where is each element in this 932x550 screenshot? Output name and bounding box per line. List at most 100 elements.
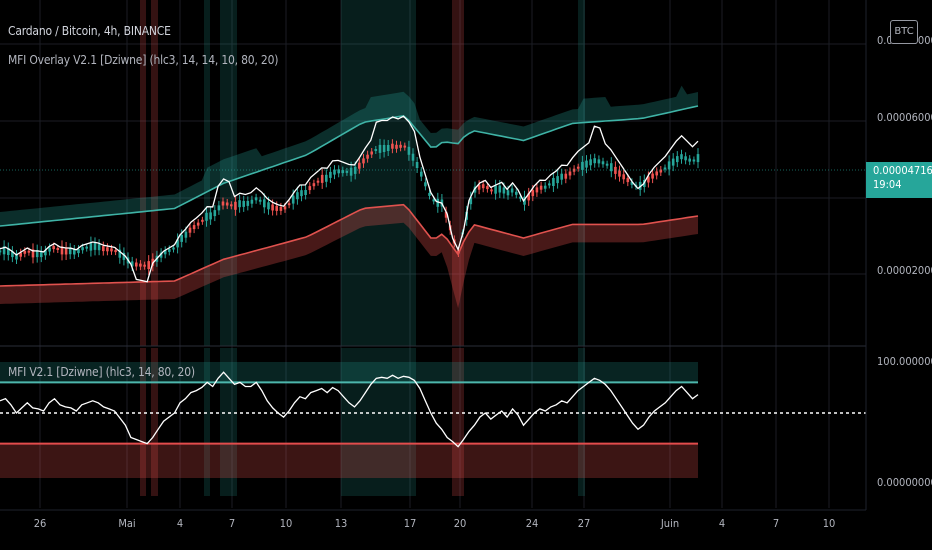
signal-zone	[204, 348, 210, 496]
candle-body	[696, 154, 700, 163]
candle-body	[147, 261, 150, 270]
signal-zone	[341, 0, 416, 346]
candle-body	[68, 248, 72, 255]
candle-body	[407, 146, 411, 155]
time-label: 7	[773, 517, 779, 530]
candle-body	[114, 250, 117, 253]
price-scale[interactable]: 0.00008000 0.00006000 0.00002000 100.000…	[865, 0, 932, 510]
candle-body	[395, 144, 398, 149]
candle-body	[510, 188, 514, 193]
candle-body	[73, 249, 76, 255]
time-label: 17	[404, 517, 417, 530]
candle-body	[180, 234, 183, 242]
candle-body	[374, 149, 378, 151]
price-grid	[0, 0, 866, 508]
candle-body	[502, 187, 506, 194]
price-label: 0.00002000	[877, 264, 932, 277]
candle-body	[2, 246, 6, 255]
mfi-scale-label: 100.00000000	[877, 355, 932, 368]
candle-body	[349, 167, 353, 176]
candle-body	[556, 176, 559, 184]
candle-body	[15, 254, 18, 260]
candle-body	[31, 249, 35, 258]
overlay-indicator-legend[interactable]: MFI Overlay V2.1 [Dziwne] (hlc3, 14, 14,…	[8, 53, 279, 67]
candle-body	[56, 248, 60, 250]
mfi-pane[interactable]	[0, 348, 866, 496]
time-label: 26	[34, 517, 47, 530]
signal-zone	[452, 348, 464, 496]
candle-body	[605, 163, 609, 166]
candle-body	[601, 161, 605, 165]
candle-body	[515, 191, 518, 195]
candle-body	[519, 196, 522, 199]
candle-body	[527, 193, 530, 201]
candle-body	[568, 171, 572, 176]
candle-body	[560, 173, 563, 180]
candle-body	[597, 159, 601, 164]
signal-zone	[140, 0, 146, 346]
symbol-legend[interactable]: Cardano / Bitcoin, 4h, BINANCE	[8, 24, 171, 38]
candle-body	[420, 171, 423, 177]
candle-body	[168, 248, 171, 252]
candle-body	[391, 143, 394, 149]
candle-body	[209, 212, 212, 220]
signal-zone	[151, 0, 158, 346]
candle-body	[263, 199, 266, 208]
candle-body	[275, 205, 278, 211]
price-pane[interactable]	[0, 0, 866, 508]
candle-body	[692, 159, 696, 162]
time-label: 13	[335, 517, 348, 530]
candle-body	[688, 158, 691, 162]
candle-body	[316, 180, 320, 183]
candle-body	[7, 248, 10, 255]
candle-body	[671, 158, 675, 166]
candle-body	[473, 186, 477, 193]
mfi-indicator-legend[interactable]: MFI V2.1 [Dziwne] (hlc3, 14, 80, 20)	[8, 365, 195, 379]
mfi-signal-zones	[140, 348, 585, 496]
candle-body	[680, 154, 683, 160]
candle-body	[85, 246, 88, 249]
candle-body	[576, 166, 580, 169]
candle-body	[415, 162, 419, 168]
candle-body	[217, 205, 221, 211]
candle-body	[225, 202, 229, 206]
candle-body	[122, 252, 126, 260]
signal-zone	[204, 0, 210, 346]
candle-body	[184, 231, 188, 238]
time-axis[interactable]: 26 Mai 4 7 10 13 17 20 24 27 Juin 4 7 10	[0, 509, 866, 530]
candle-body	[626, 178, 630, 183]
candle-body	[172, 247, 175, 250]
candle-body	[89, 242, 93, 251]
lower-band-cloud	[0, 204, 698, 309]
candle-body	[618, 170, 621, 177]
candle-body	[436, 198, 440, 207]
candle-body	[19, 252, 22, 257]
candle-body	[531, 190, 535, 197]
candle-body	[250, 199, 254, 204]
candle-body	[552, 178, 555, 186]
candle-body	[676, 156, 679, 163]
candle-body	[143, 264, 146, 267]
candle-body	[139, 263, 142, 267]
candle-body	[35, 250, 39, 258]
candle-body	[564, 173, 568, 179]
candle-body	[382, 145, 386, 152]
candle-body	[135, 262, 138, 267]
candle-body	[428, 192, 431, 196]
candle-body	[304, 190, 307, 195]
candle-body	[234, 201, 237, 210]
candle-body	[291, 195, 295, 204]
candle-body	[60, 246, 64, 255]
signal-zone	[151, 348, 158, 496]
candle-body	[353, 166, 357, 174]
signal-zone	[220, 348, 237, 496]
currency-badge[interactable]: BTC	[890, 20, 918, 44]
candle-body	[403, 145, 407, 148]
lower-band-line	[0, 203, 699, 287]
time-label: Mai	[118, 517, 135, 530]
oversold-band	[0, 443, 698, 478]
candle-body	[543, 185, 547, 189]
candle-body	[610, 163, 613, 172]
candle-body	[647, 176, 650, 183]
